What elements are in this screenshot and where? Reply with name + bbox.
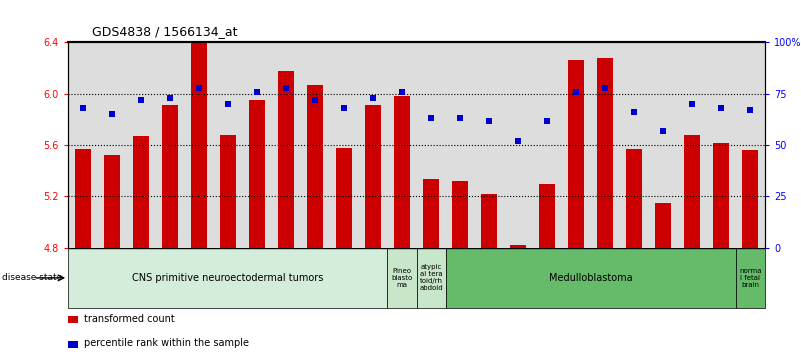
Bar [445,248,736,308]
Bar [539,184,555,248]
Text: Pineo
blasto
ma: Pineo blasto ma [392,268,413,288]
Bar [481,194,497,248]
Bar [568,61,584,248]
Bar [423,178,439,248]
Bar [598,58,614,248]
Bar [249,100,265,248]
Text: Medulloblastoma: Medulloblastoma [549,273,633,283]
Bar [388,248,417,308]
Bar [452,181,468,248]
Bar [133,136,149,248]
Bar [162,105,178,248]
Bar [417,248,445,308]
Bar [743,150,759,248]
Bar [103,155,119,248]
Text: CNS primitive neuroectodermal tumors: CNS primitive neuroectodermal tumors [132,273,324,283]
Bar [394,96,410,248]
Bar [74,149,91,248]
Bar [684,135,700,248]
Text: transformed count: transformed count [84,314,175,324]
Bar [68,248,388,308]
Bar [336,148,352,248]
Bar [714,143,730,248]
Text: disease state: disease state [2,273,62,282]
Bar [219,135,235,248]
Text: atypic
al tera
toid/rh
abdoid: atypic al tera toid/rh abdoid [419,264,443,291]
Text: norma
l fetal
brain: norma l fetal brain [739,268,762,288]
Bar [736,248,765,308]
Bar [191,42,207,248]
Bar [278,71,294,248]
Bar [510,245,526,248]
Bar [307,85,323,248]
Bar [655,203,671,248]
Bar [365,105,381,248]
Text: GDS4838 / 1566134_at: GDS4838 / 1566134_at [92,25,238,38]
Bar [626,149,642,248]
Text: percentile rank within the sample: percentile rank within the sample [84,338,249,348]
